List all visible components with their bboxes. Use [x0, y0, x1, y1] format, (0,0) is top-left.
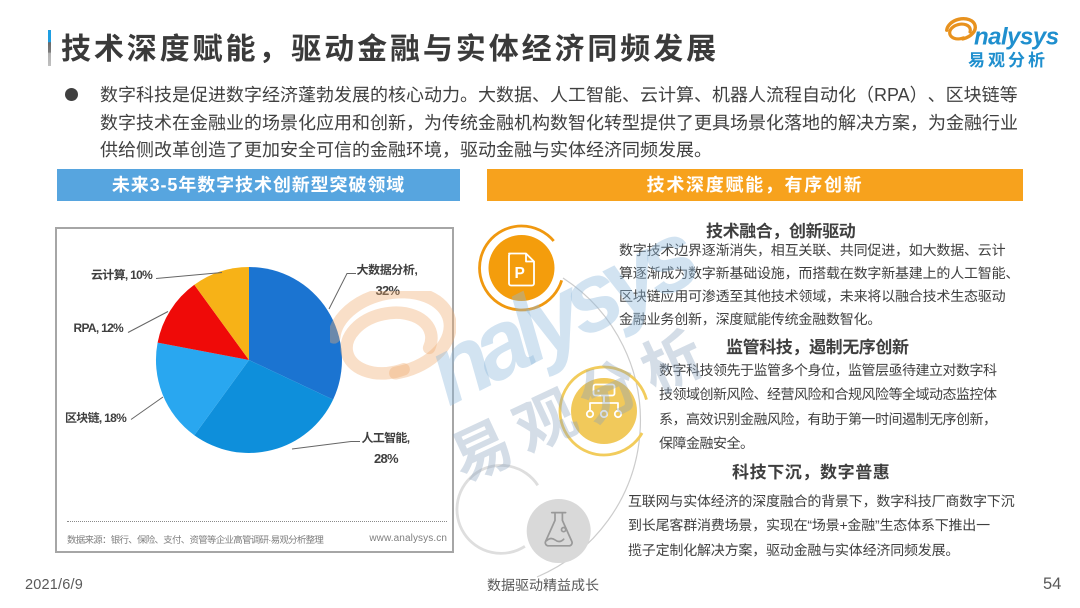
svg-text:易观分析: 易观分析: [968, 46, 1048, 71]
svg-text:nalysys: nalysys: [974, 24, 1059, 51]
svg-text:P: P: [515, 265, 525, 282]
